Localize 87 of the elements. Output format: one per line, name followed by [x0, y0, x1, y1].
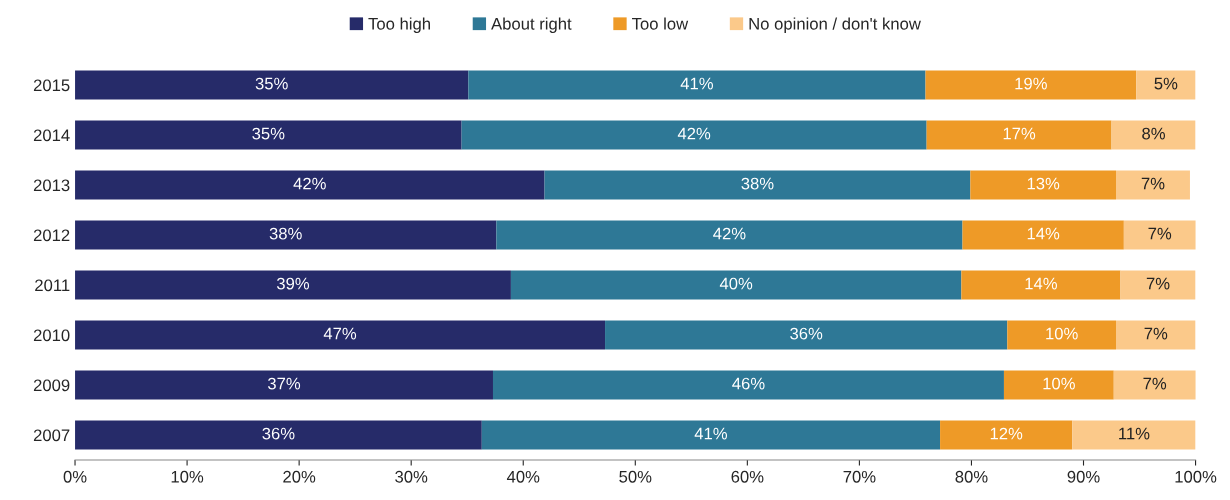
data-label: 10% [1046, 327, 1078, 340]
bar [940, 420, 1073, 450]
legend-label: No opinion / don't know [749, 17, 921, 33]
bar [1120, 270, 1196, 300]
y-tick-label: 2012 [33, 229, 70, 242]
data-label: 11% [1119, 427, 1150, 440]
y-tick-label: 2013 [33, 179, 70, 192]
data-label: 38% [741, 177, 774, 190]
data-label: 17% [1003, 127, 1036, 140]
bar [1116, 320, 1196, 350]
bar [1116, 170, 1190, 200]
data-label: 7% [1143, 377, 1167, 390]
data-label: 5% [1154, 77, 1178, 90]
data-label: 39% [276, 277, 310, 290]
bar [75, 170, 545, 200]
bar [496, 220, 963, 250]
bar [961, 270, 1121, 300]
data-label: 42% [293, 177, 326, 190]
x-tick-label: 30% [395, 470, 428, 483]
bar [461, 120, 927, 150]
data-label: 42% [713, 227, 746, 240]
data-label: 36% [262, 427, 295, 440]
data-label: 38% [269, 227, 302, 240]
bar [962, 220, 1124, 250]
data-label: 36% [790, 327, 823, 340]
bar [970, 170, 1116, 200]
bar [1136, 70, 1196, 100]
data-label: 40% [719, 277, 753, 290]
x-tick-label: 0% [63, 470, 87, 483]
x-tick-label: 40% [506, 470, 540, 483]
data-label: 14% [1025, 277, 1058, 290]
data-label: 7% [1141, 177, 1165, 190]
x-tick-label: 90% [1067, 470, 1100, 483]
data-label: 42% [677, 127, 711, 140]
bar [481, 420, 941, 450]
y-tick-label: 2014 [33, 129, 70, 142]
data-label: 37% [267, 377, 301, 390]
data-label: 41% [694, 427, 728, 440]
x-tick-label: 10% [171, 470, 204, 483]
legend-label: Too low [632, 17, 689, 30]
bar [544, 170, 971, 200]
bar [75, 320, 606, 350]
data-label: 47% [323, 327, 357, 340]
y-tick-label: 2011 [35, 279, 70, 292]
bar [1113, 370, 1196, 400]
y-tick-label: 2010 [33, 329, 70, 342]
bar [75, 220, 497, 250]
x-tick-label: 20% [283, 470, 316, 483]
data-label: 7% [1146, 277, 1170, 290]
data-label: 8% [1142, 127, 1165, 140]
bar [75, 120, 462, 150]
bar [1123, 220, 1196, 250]
bar [75, 370, 493, 400]
data-label: 14% [1027, 227, 1060, 240]
bar [510, 270, 962, 300]
data-label: 7% [1144, 327, 1168, 340]
bar [468, 70, 926, 100]
data-label: 19% [1015, 77, 1047, 90]
bar [1007, 320, 1116, 350]
x-tick-label: 80% [955, 470, 988, 483]
x-tick-label: 70% [843, 470, 876, 483]
bar [75, 420, 482, 450]
data-label: 13% [1027, 177, 1060, 190]
data-label: 10% [1043, 377, 1075, 390]
bar [1072, 420, 1196, 450]
x-tick-label: 50% [619, 470, 652, 483]
y-tick-label: 2009 [33, 379, 70, 392]
bar [1111, 120, 1196, 150]
x-tick-label: 60% [731, 470, 764, 483]
bar [605, 320, 1008, 350]
bar [926, 120, 1112, 150]
data-label: 12% [990, 427, 1023, 440]
y-tick-label: 2007 [33, 429, 70, 442]
data-label: 46% [732, 377, 765, 390]
data-label: 35% [255, 77, 288, 90]
bar [75, 270, 511, 300]
data-label: 35% [252, 127, 285, 140]
data-label: 41% [680, 77, 714, 90]
data-label: 7% [1148, 227, 1172, 240]
bar [925, 70, 1137, 100]
y-tick-label: 2015 [33, 79, 70, 92]
bar [492, 370, 1004, 400]
bar [75, 70, 469, 100]
bar [1003, 370, 1114, 400]
legend-label: About right [491, 17, 572, 33]
x-tick-label: 100% [1175, 470, 1217, 483]
legend-label: Too high [368, 17, 430, 33]
